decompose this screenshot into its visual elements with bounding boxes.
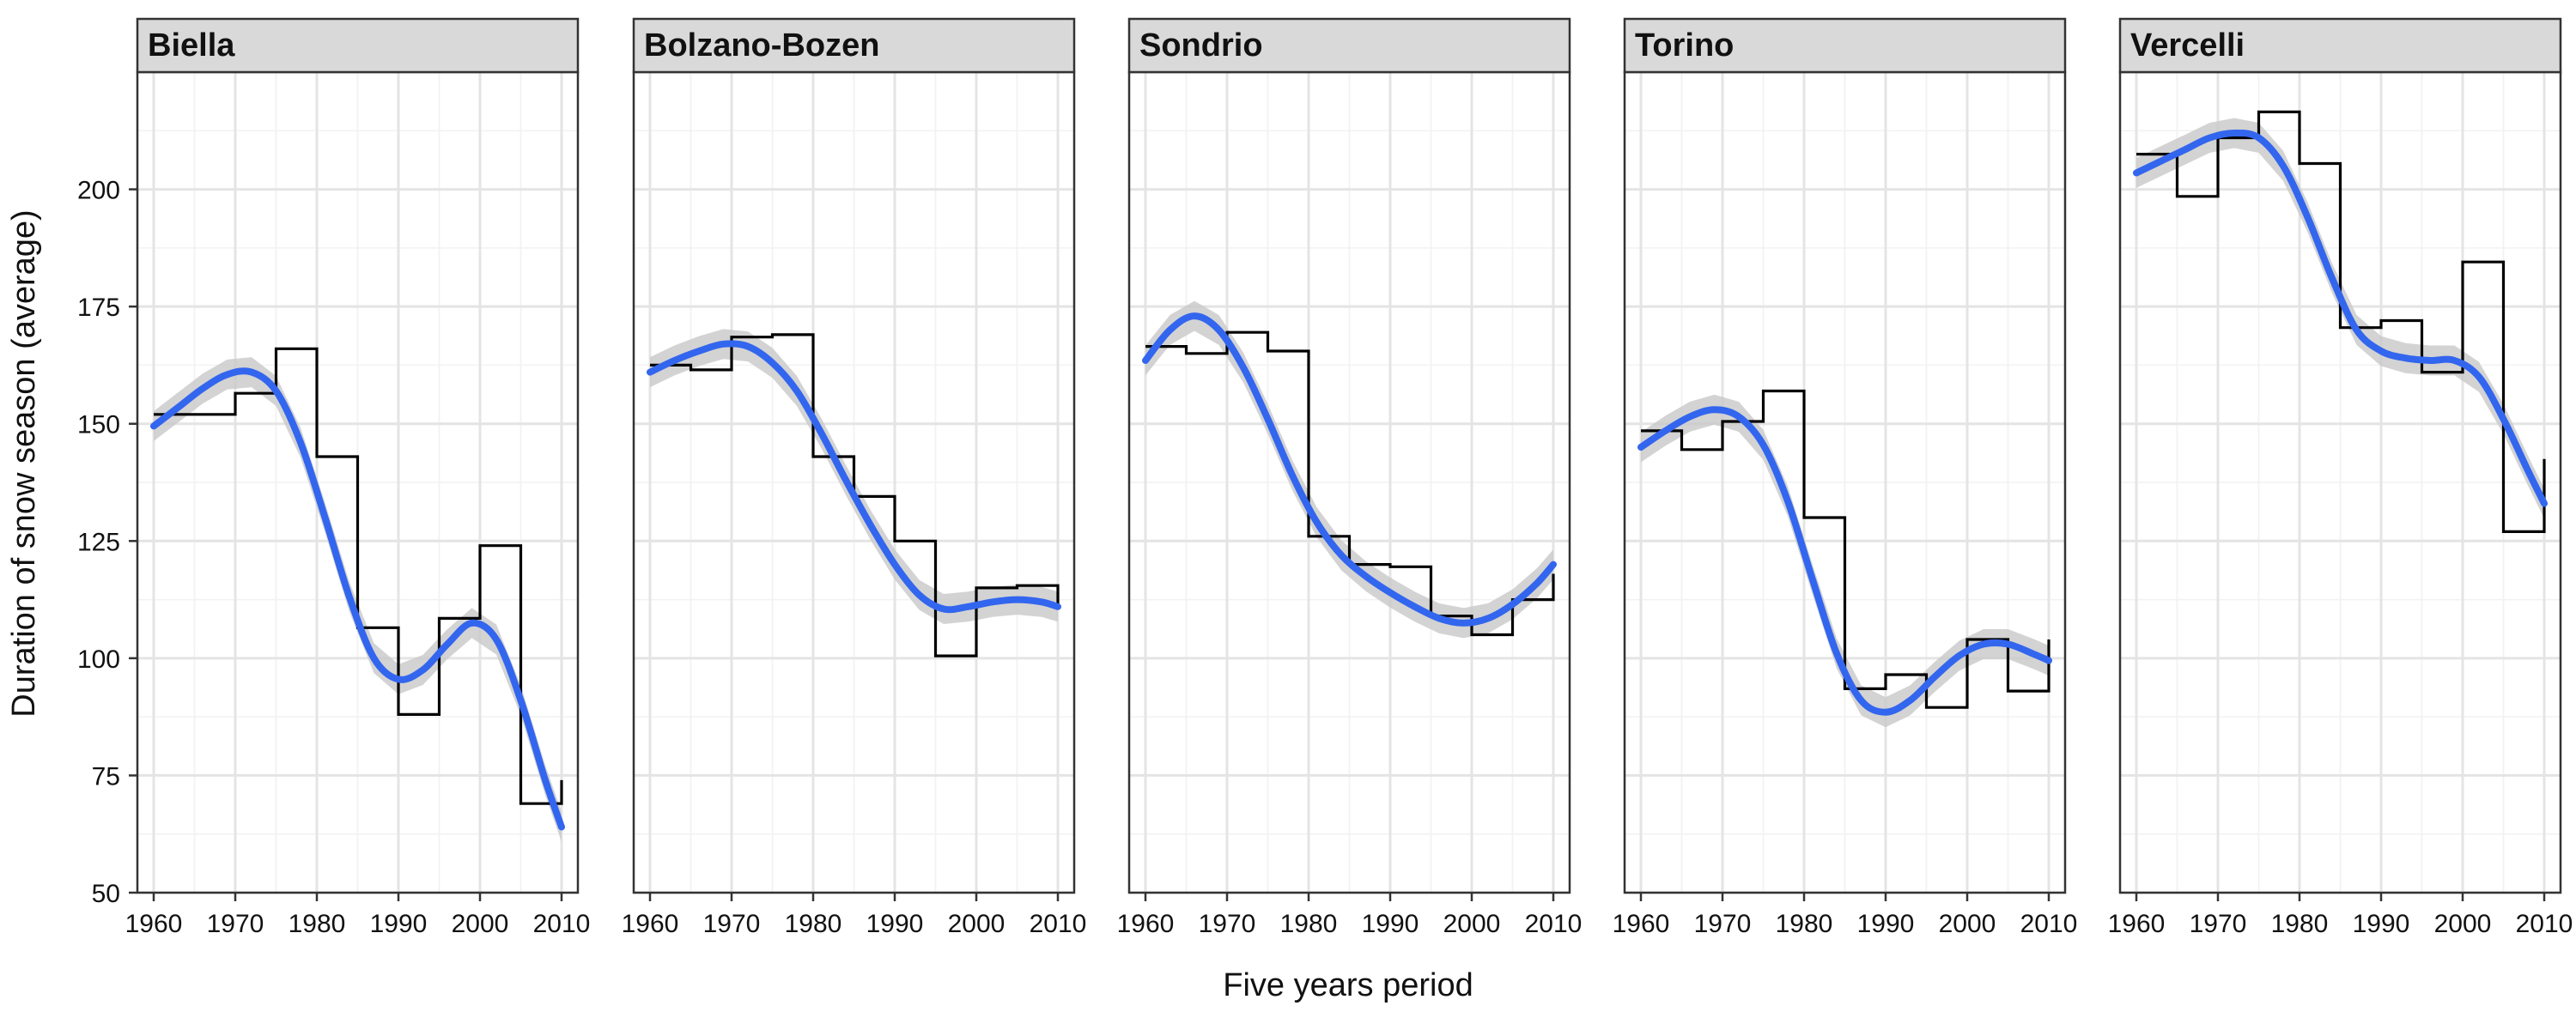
panel-vercelli: Vercelli 1960 1970 1980 1990 2000 2010 [2108, 17, 2573, 938]
x-tick-label: 1970 [1199, 910, 1256, 938]
x-tick-label: 1980 [1280, 910, 1338, 938]
panel-bolzano-bozen: Bolzano-Bozen 1960 1970 1980 1990 2000 2010 [622, 17, 1087, 938]
y-tick-label: 75 [92, 762, 120, 791]
x-tick-label: 2010 [2020, 910, 2078, 938]
x-axis-title: Five years period [1223, 967, 1473, 1003]
x-tick-label: 2010 [533, 910, 591, 938]
facet-strip [136, 17, 580, 74]
x-tick-label: 1980 [785, 910, 842, 938]
panel-sondrio: Sondrio 1960 1970 1980 1990 2000 2010 [1117, 17, 1583, 938]
x-tick-label: 1990 [1362, 910, 1419, 938]
x-tick-label: 1970 [703, 910, 761, 938]
x-tick-label: 1970 [207, 910, 264, 938]
y-tick-label: 150 [77, 411, 120, 439]
y-tick-label: 100 [77, 645, 120, 674]
step-line [154, 347, 563, 805]
facet-label: Bolzano-Bozen [644, 27, 879, 64]
x-tick-label: 1990 [2353, 910, 2410, 938]
x-tick-label: 1970 [2190, 910, 2247, 938]
facet-strip [1127, 17, 1571, 74]
y-tick-label: 50 [92, 880, 120, 908]
facet-strip [1623, 17, 2067, 74]
x-tick-label: 1980 [1776, 910, 1833, 938]
panel-biella: Biella 1960 1970 1980 1990 2000 2010 50 75 100 125… [77, 17, 591, 938]
x-tick-label: 2010 [2516, 910, 2573, 938]
step-line [2136, 110, 2546, 533]
confidence-band [154, 357, 562, 843]
x-tick-label: 2010 [1030, 910, 1087, 938]
x-tick-label: 2000 [1939, 910, 1996, 938]
smooth-trend-line [647, 340, 1061, 614]
smooth-trend-line [150, 367, 565, 831]
x-tick-label: 1990 [1857, 910, 1915, 938]
facet-label: Biella [148, 27, 235, 64]
x-tick-label: 1990 [370, 910, 428, 938]
x-tick-label: 2010 [1525, 910, 1583, 938]
x-tick-label: 1970 [1694, 910, 1752, 938]
confidence-band [650, 329, 1058, 624]
facet-strip [632, 17, 1076, 74]
x-tick-label: 2000 [1443, 910, 1501, 938]
y-tick-label: 125 [77, 528, 120, 556]
smooth-trend-line [2133, 129, 2548, 507]
x-tick-label: 1960 [2108, 910, 2166, 938]
facet-label: Torino [1635, 27, 1734, 64]
x-tick-label: 2000 [948, 910, 1005, 938]
smooth-trend-line [1637, 406, 2052, 716]
facet-panels: Biella 1960 1970 1980 1990 2000 2010 50 75 100 125… [77, 17, 2573, 938]
facet-label: Vercelli [2130, 27, 2245, 64]
x-tick-label: 1960 [622, 910, 679, 938]
panel-torino: Torino 1960 1970 1980 1990 2000 2010 [1613, 17, 2078, 938]
smooth-trend-line [1142, 312, 1557, 627]
x-tick-label: 2000 [452, 910, 509, 938]
x-tick-label: 1960 [1117, 910, 1175, 938]
x-tick-label: 1960 [125, 910, 183, 938]
x-tick-label: 2000 [2434, 910, 2492, 938]
confidence-band [1145, 300, 1553, 639]
y-tick-label: 175 [77, 294, 120, 322]
x-tick-label: 1960 [1613, 910, 1670, 938]
facet-strip [2118, 17, 2562, 74]
x-tick-label: 1980 [289, 910, 346, 938]
x-tick-label: 1980 [2271, 910, 2329, 938]
facet-label: Sondrio [1139, 27, 1263, 64]
y-tick-label: 200 [77, 177, 120, 205]
x-tick-label: 1990 [866, 910, 924, 938]
y-axis-title: Duration of snow season (average) [6, 209, 42, 717]
